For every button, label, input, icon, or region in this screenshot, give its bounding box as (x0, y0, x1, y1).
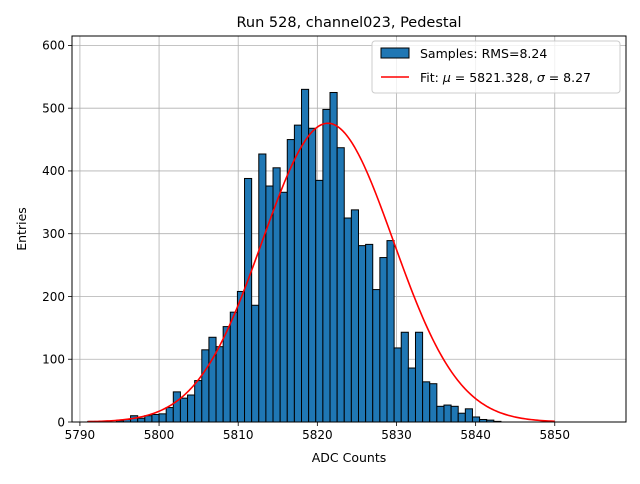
legend: Samples: RMS=8.24 Fit: μ = 5821.328, σ =… (371, 40, 621, 94)
histogram-bar (422, 381, 431, 423)
chart-title: Run 528, channel023, Pedestal (236, 15, 461, 31)
histogram-bar (457, 412, 466, 423)
histogram-bar (279, 191, 288, 423)
histogram-bar (365, 243, 374, 423)
histogram-bar (464, 408, 473, 423)
histogram-bar (201, 349, 210, 423)
histogram-bar (172, 391, 181, 423)
histogram-bar (343, 217, 352, 423)
y-tick-label: 0 (57, 415, 65, 429)
legend-box (371, 40, 621, 94)
histogram-bar (179, 397, 189, 423)
histogram-bar (407, 367, 416, 423)
histogram-bar (144, 415, 153, 423)
histogram-bar (215, 346, 224, 423)
histogram-bar (301, 88, 310, 423)
histogram-bar (187, 394, 196, 423)
histogram-bar (151, 413, 160, 423)
histogram-bar (272, 167, 281, 423)
histogram-bar (165, 407, 174, 423)
histogram-bar (244, 177, 253, 423)
histogram-bar (236, 290, 246, 423)
histogram-bar (194, 380, 203, 423)
histogram-bar (158, 413, 167, 423)
legend-samples-swatch (380, 47, 410, 59)
histogram-bar (286, 139, 295, 423)
fit-curve (87, 122, 555, 423)
legend-fit-label: Fit: μ = 5821.328, σ = 8.27 (420, 70, 591, 85)
histogram-bar (329, 91, 338, 423)
y-axis-label: Entries (14, 207, 29, 251)
histogram-bar (322, 108, 331, 423)
y-tick-label: 500 (42, 101, 65, 115)
histogram-bar (450, 405, 459, 423)
histogram-bar (386, 240, 395, 423)
histogram-bar (137, 417, 146, 423)
x-tick-label: 5830 (381, 428, 412, 442)
y-tick-label: 400 (42, 164, 65, 178)
axes-frame (71, 35, 627, 423)
fit-curve-layer (87, 122, 555, 423)
y-axis-ticks: 0 100 200 300 400 500 600 (42, 39, 72, 429)
x-tick-label: 5820 (302, 428, 333, 442)
x-tick-label: 5850 (539, 428, 570, 442)
histogram-bar (208, 336, 217, 423)
histogram-bar (372, 289, 381, 423)
x-tick-label: 5840 (460, 428, 491, 442)
histogram-bar (315, 179, 324, 423)
histogram-bar (400, 331, 409, 423)
histogram-bar (336, 147, 345, 423)
y-tick-label: 300 (42, 227, 65, 241)
histogram-bar (308, 127, 317, 423)
histogram-bar (443, 404, 452, 423)
histogram-bar (429, 383, 438, 423)
y-tick-label: 600 (42, 39, 65, 53)
histogram-bar (251, 304, 260, 423)
histogram-bar (293, 124, 303, 423)
histogram-bar (436, 405, 445, 423)
x-axis-label: ADC Counts (312, 450, 387, 465)
y-tick-label: 200 (42, 290, 65, 304)
histogram-bar (471, 416, 481, 423)
histogram-bar (393, 347, 402, 423)
histogram-bar (258, 153, 267, 423)
x-tick-label: 5800 (144, 428, 175, 442)
histogram-bar (222, 326, 231, 423)
y-tick-label: 100 (42, 353, 65, 367)
histogram-bars (87, 88, 502, 423)
legend-samples-label: Samples: RMS=8.24 (420, 46, 547, 61)
x-axis-ticks: 5790 5800 5810 5820 5830 5840 5850 (65, 422, 570, 442)
histogram-bar (358, 245, 367, 423)
histogram-bar (350, 209, 359, 423)
histogram-bar (229, 311, 238, 423)
histogram-bar (414, 331, 424, 423)
x-tick-label: 5790 (65, 428, 96, 442)
x-tick-label: 5810 (223, 428, 254, 442)
histogram-bar (379, 257, 388, 423)
